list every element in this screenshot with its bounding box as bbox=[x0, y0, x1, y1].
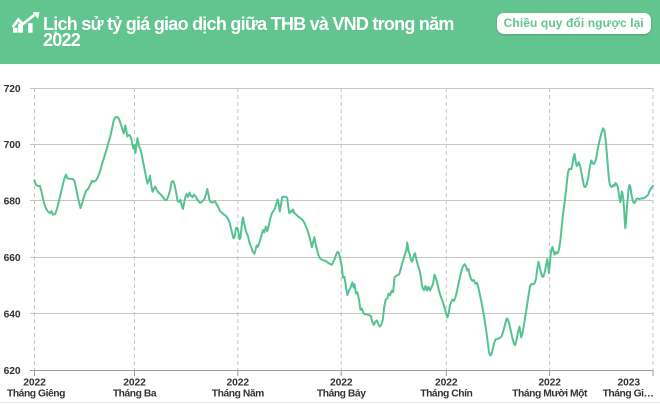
svg-text:2022: 2022 bbox=[330, 378, 353, 389]
svg-text:680: 680 bbox=[4, 197, 21, 208]
svg-text:Tháng Chín: Tháng Chín bbox=[420, 389, 472, 400]
svg-text:2022: 2022 bbox=[538, 378, 561, 389]
svg-text:Tháng Giêng: Tháng Giêng bbox=[7, 389, 65, 400]
svg-text:2022: 2022 bbox=[23, 378, 46, 389]
svg-text:Tháng Bảy: Tháng Bảy bbox=[317, 389, 366, 400]
svg-text:2022: 2022 bbox=[123, 378, 146, 389]
svg-text:2022: 2022 bbox=[227, 378, 250, 389]
svg-text:660: 660 bbox=[4, 253, 21, 264]
svg-text:Tháng Năm: Tháng Năm bbox=[212, 389, 264, 400]
svg-text:640: 640 bbox=[4, 309, 21, 320]
svg-text:720: 720 bbox=[4, 84, 21, 95]
svg-text:Tháng Ba: Tháng Ba bbox=[113, 389, 157, 400]
svg-text:Tháng Mười Một: Tháng Mười Một bbox=[512, 389, 588, 400]
svg-text:2022: 2022 bbox=[435, 378, 458, 389]
svg-text:620: 620 bbox=[4, 366, 21, 377]
svg-text:Tháng Gi…: Tháng Gi… bbox=[603, 389, 654, 400]
svg-text:700: 700 bbox=[4, 140, 21, 151]
svg-text:2023: 2023 bbox=[617, 378, 640, 389]
